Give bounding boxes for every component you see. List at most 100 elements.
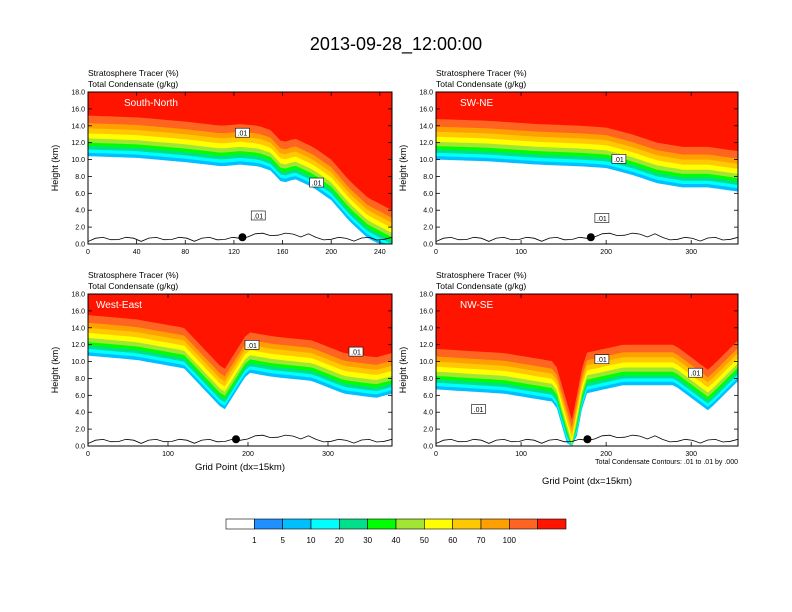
contour-label: .01 <box>597 357 607 364</box>
y-tick-label: 8.0 <box>423 376 433 383</box>
y-tick-label: 10.0 <box>71 157 85 164</box>
x-tick-label: 100 <box>515 451 527 458</box>
panel-label: West-East <box>96 300 142 311</box>
x-tick-label: 160 <box>277 249 289 256</box>
x-tick-label: 120 <box>228 249 240 256</box>
contour-label: .01 <box>312 181 322 188</box>
y-tick-label: 14.0 <box>71 325 85 332</box>
contour-label: .01 <box>691 371 701 378</box>
y-tick-label: 14.0 <box>419 325 433 332</box>
panel-sw-ne: .01 .01 SW-NE Stratosphere Tracer (%)Total … <box>398 68 739 256</box>
contour-label-box <box>309 177 324 188</box>
plot-frame <box>435 91 739 245</box>
colorbar-label: 70 <box>477 536 486 545</box>
colorbar-label: 1 <box>252 536 257 545</box>
y-tick-label: 0.0 <box>423 444 433 451</box>
y-tick-label: 16.0 <box>419 308 433 315</box>
y-tick-label: 18.0 <box>71 292 85 299</box>
x-tick-label: 0 <box>86 451 90 458</box>
y-tick-label: 0.0 <box>75 242 85 249</box>
x-tick-label: 80 <box>181 249 189 256</box>
panels-group: .01 .01 .01 South-North Stratosphere Tracer … <box>50 68 739 487</box>
y-tick-label: 6.0 <box>75 191 85 198</box>
panel-subtitle: Total Condensate (g/kg) <box>436 281 526 291</box>
y-axis-label: Height (km) <box>398 145 408 192</box>
y-tick-label: 2.0 <box>423 225 433 232</box>
colorbar: 1 5 10 20 30 40 50 60 70 100 <box>225 518 567 545</box>
y-tick-label: 12.0 <box>419 140 433 147</box>
colorbar-cell <box>339 518 368 530</box>
colorbar-cell <box>282 518 312 530</box>
x-tick-label: 200 <box>325 249 337 256</box>
x-axis-label: Grid Point (dx=15km) <box>195 462 285 473</box>
colorbar-label: 30 <box>363 536 372 545</box>
colorbar-label: 100 <box>503 536 517 545</box>
colorbar-cell <box>537 518 567 530</box>
x-tick-label: 240 <box>374 249 386 256</box>
x-tick-label: 100 <box>162 451 174 458</box>
colorbar-cell <box>254 518 283 530</box>
y-tick-label: 12.0 <box>71 140 85 147</box>
y-tick-label: 18.0 <box>71 90 85 97</box>
colorbar-label: 60 <box>448 536 457 545</box>
x-tick-label: 0 <box>86 249 90 256</box>
colorbar-cell <box>424 518 453 530</box>
y-tick-label: 4.0 <box>75 410 85 417</box>
location-marker <box>583 435 592 444</box>
colorbar-cell <box>480 518 510 530</box>
colorbar-cell <box>225 518 255 530</box>
x-tick-label: 0 <box>434 451 438 458</box>
tracer-band-0 <box>436 92 738 152</box>
y-tick-label: 16.0 <box>419 106 433 113</box>
y-tick-label: 10.0 <box>419 359 433 366</box>
x-tick-label: 40 <box>133 249 141 256</box>
y-tick-label: 6.0 <box>423 191 433 198</box>
y-tick-label: 8.0 <box>75 174 85 181</box>
y-tick-label: 18.0 <box>419 292 433 299</box>
panel-title: Stratosphere Tracer (%) <box>436 270 527 280</box>
y-tick-label: 2.0 <box>75 225 85 232</box>
y-tick-label: 0.0 <box>75 444 85 451</box>
y-tick-label: 10.0 <box>71 359 85 366</box>
contour-label-box <box>594 213 610 223</box>
colorbar-label: 40 <box>392 536 401 545</box>
panel-label: NW-SE <box>460 300 493 311</box>
y-tick-label: 14.0 <box>71 123 85 130</box>
y-tick-label: 12.0 <box>419 342 433 349</box>
x-tick-label: 100 <box>515 249 527 256</box>
panel-subtitle: Total Condensate (g/kg) <box>436 79 526 89</box>
tracer-field: .01 .01 <box>436 92 738 244</box>
y-tick-label: 4.0 <box>423 410 433 417</box>
colorbar-cell <box>452 518 482 530</box>
x-tick-label: 300 <box>685 451 697 458</box>
y-tick-label: 10.0 <box>419 157 433 164</box>
tracer-band-0 <box>88 92 392 211</box>
contour-label: .01 <box>474 407 484 414</box>
x-tick-label: 200 <box>600 249 612 256</box>
colorbar-label: 5 <box>280 536 285 545</box>
terrain-contour <box>88 434 392 444</box>
y-axis-label: Height (km) <box>50 145 60 192</box>
location-marker <box>586 233 595 242</box>
colorbar-label: 20 <box>335 536 344 545</box>
panel-label: South-North <box>124 98 178 109</box>
y-tick-label: 0.0 <box>423 242 433 249</box>
y-tick-label: 2.0 <box>423 427 433 434</box>
y-tick-label: 8.0 <box>75 376 85 383</box>
y-axis-label: Height (km) <box>398 347 408 394</box>
y-tick-label: 6.0 <box>423 393 433 400</box>
panel-subtitle: Total Condensate (g/kg) <box>88 281 178 291</box>
tracer-field: .01 .01 <box>88 294 392 446</box>
contour-label: .01 <box>253 213 263 220</box>
figure-title: 2013-09-28_12:00:00 <box>310 34 482 55</box>
x-tick-label: 300 <box>322 451 334 458</box>
panel-label: SW-NE <box>460 98 493 109</box>
location-marker <box>238 233 247 242</box>
colorbar-label: 50 <box>420 536 429 545</box>
y-tick-label: 14.0 <box>419 123 433 130</box>
contour-label-box <box>611 154 627 164</box>
contour-note: Total Condensate Contours: .01 to .01 by… <box>595 459 738 466</box>
location-marker <box>232 435 240 444</box>
contour-label-box <box>348 346 364 357</box>
